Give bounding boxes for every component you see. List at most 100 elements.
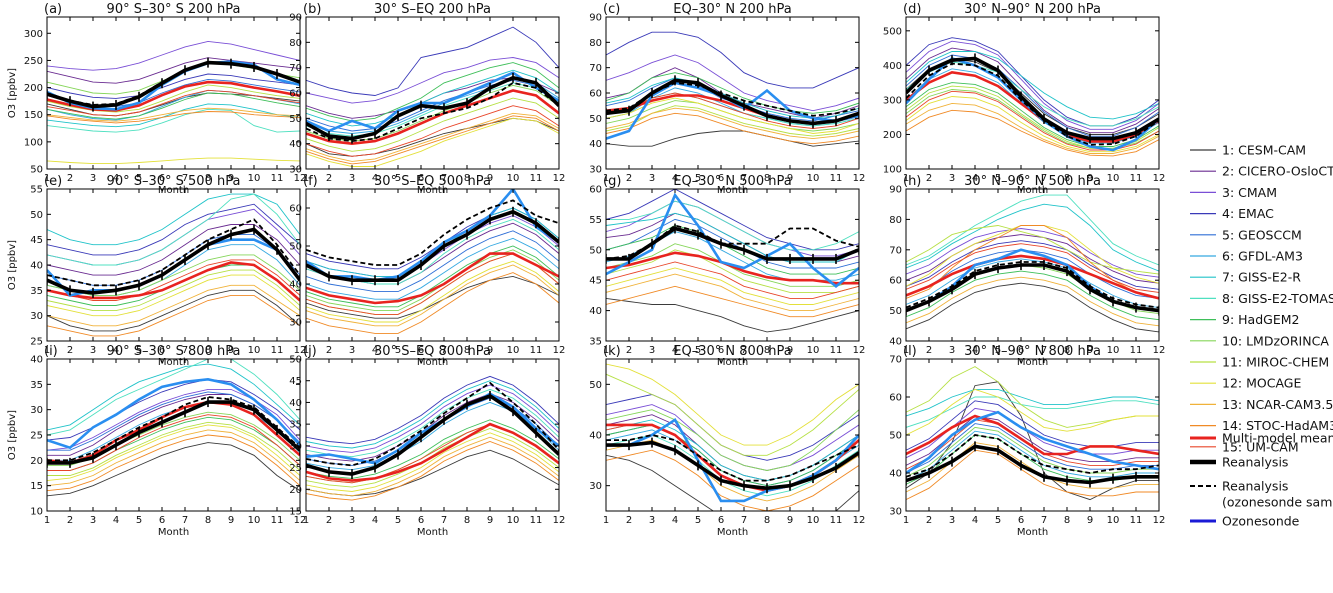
y-tick-label: 40: [589, 431, 602, 442]
reanalysis-line: [47, 400, 300, 465]
y-tick-label: 70: [889, 355, 902, 366]
x-tick-label: 3: [949, 345, 955, 356]
x-tick-label: 3: [349, 345, 355, 356]
reanalysis-line: [606, 78, 859, 126]
x-axis-label: Month: [417, 527, 448, 538]
x-tick-label: 8: [464, 345, 470, 356]
model-series-4: [306, 26, 559, 96]
model-series-12: [606, 97, 859, 134]
y-tick-label: 50: [289, 242, 302, 253]
x-tick-label: 11: [271, 515, 284, 526]
series-group: [47, 40, 300, 165]
reanalysis-line: [906, 56, 1159, 141]
x-tick-label: 4: [672, 173, 678, 184]
y-tick-label: 150: [24, 110, 43, 121]
y-tick-label: 50: [589, 245, 602, 256]
y-tick-label: 30: [30, 311, 43, 322]
model-series-14: [606, 112, 859, 145]
model-series-3: [906, 228, 1159, 278]
y-tick-label: 40: [289, 398, 302, 409]
y-tick-label: 40: [589, 139, 602, 150]
reanalysis-line: [306, 75, 559, 141]
model-series-9: [306, 419, 559, 479]
x-tick-label: 8: [764, 345, 770, 356]
x-tick-label: 6: [159, 515, 165, 526]
y-tick-label: 30: [289, 165, 302, 176]
x-tick-label: 8: [1064, 345, 1070, 356]
legend-label-model: 7: GISS-E2-R: [1222, 270, 1301, 285]
x-axis-label: Month: [158, 357, 189, 368]
x-tick-label: 2: [926, 173, 932, 184]
series-group: [47, 193, 300, 337]
y-tick-label: 70: [289, 63, 302, 74]
y-tick-label: 35: [289, 420, 302, 431]
model-series-14: [47, 294, 300, 337]
model-series-13: [47, 429, 300, 487]
reanalysis-line: [906, 444, 1159, 485]
x-tick-label: 6: [418, 173, 424, 184]
x-tick-label: 9: [228, 173, 234, 184]
ozonesonde-line: [306, 71, 559, 133]
x-axis-label: Month: [1017, 527, 1048, 538]
panel-label: (c): [603, 2, 620, 17]
x-tick-label: 1: [303, 515, 309, 526]
model-series-9: [606, 72, 859, 114]
model-series-1: [606, 297, 859, 333]
x-tick-label: 3: [949, 173, 955, 184]
x-tick-label: 10: [1107, 173, 1120, 184]
series-group: [906, 366, 1159, 501]
x-tick-label: 11: [830, 173, 843, 184]
y-tick-label: 90: [289, 13, 302, 24]
multi-model-mean-line: [306, 422, 559, 482]
x-tick-label: 10: [507, 345, 520, 356]
y-tick-label: 45: [30, 235, 43, 246]
x-tick-label: 7: [441, 173, 447, 184]
panel-subtitle: 90° S–30° S 800 hPa: [107, 344, 241, 359]
model-series-2: [906, 47, 1159, 134]
y-tick-label: 100: [883, 165, 902, 176]
y-tick-label: 40: [889, 469, 902, 480]
model-series-9: [47, 92, 300, 120]
x-tick-label: 2: [67, 345, 73, 356]
y-tick-label: 25: [30, 431, 43, 442]
y-tick-label: 50: [30, 210, 43, 221]
x-tick-label: 6: [159, 173, 165, 184]
panel-subtitle: 30° S–EQ 500 hPa: [374, 174, 491, 189]
x-tick-label: 4: [672, 515, 678, 526]
x-tick-label: 1: [303, 345, 309, 356]
y-tick-label: 80: [289, 38, 302, 49]
y-tick-label: 70: [889, 245, 902, 256]
model-series-11: [306, 97, 559, 152]
x-tick-label: 1: [44, 173, 50, 184]
x-tick-label: 7: [741, 173, 747, 184]
multi-model-mean-line: [906, 414, 1159, 456]
x-tick-label: 7: [1041, 173, 1047, 184]
model-series-14: [306, 115, 559, 165]
model-series-9: [606, 225, 859, 275]
model-series-13: [47, 107, 300, 122]
x-axis-label: Month: [417, 357, 448, 368]
model-series-14: [306, 441, 559, 501]
x-tick-label: 11: [1130, 515, 1143, 526]
x-tick-label: 2: [926, 345, 932, 356]
model-series-8: [906, 396, 1159, 428]
y-tick-label: 30: [889, 507, 902, 518]
multi-model-mean-line: [606, 251, 859, 285]
model-series-13: [47, 284, 300, 327]
x-tick-label: 10: [807, 345, 820, 356]
legend-label-model: 8: GISS-E2-TOMAS: [1222, 291, 1333, 306]
x-tick-label: 7: [741, 515, 747, 526]
reanalysis-line: [606, 440, 859, 491]
x-tick-label: 2: [326, 173, 332, 184]
reanalysis-line: [606, 226, 859, 261]
x-tick-label: 12: [294, 173, 307, 184]
x-tick-label: 4: [672, 345, 678, 356]
x-tick-label: 12: [1153, 515, 1166, 526]
x-axis-label: Month: [158, 185, 189, 196]
x-axis-label: Month: [717, 185, 748, 196]
legend-label-model: 10: LMDzORINCA: [1222, 333, 1329, 348]
panel-subtitle: 30° N–90° N 500 hPa: [964, 174, 1101, 189]
reanalysis-sonde-sampling-line: [306, 199, 559, 266]
